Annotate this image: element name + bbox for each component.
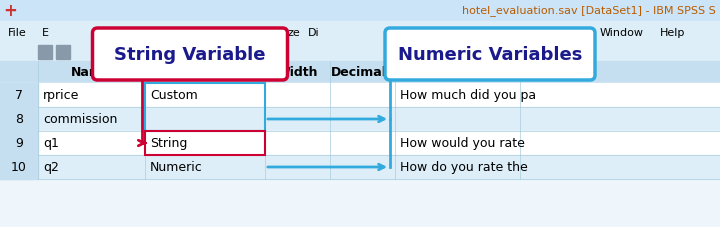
Bar [0,22,720,44]
Text: Decimals: Decimals [331,66,394,79]
Bar [0,0,720,22]
Text: hotel_evaluation.sav [DataSet1] - IBM SPSS S: hotel_evaluation.sav [DataSet1] - IBM SP… [462,5,716,16]
Text: 7: 7 [15,89,23,102]
FancyBboxPatch shape [385,29,595,81]
Text: q2: q2 [43,161,59,174]
Bar [38,46,52,60]
Text: E: E [42,28,49,38]
Bar [0,155,720,179]
Bar [0,84,38,108]
Bar [56,46,70,60]
Bar [0,131,720,155]
Text: Di: Di [308,28,320,38]
Bar [0,155,38,179]
Text: rprice: rprice [43,89,79,102]
Text: File: File [8,28,27,38]
Text: d-ons: d-ons [555,28,586,38]
Text: Window: Window [600,28,644,38]
Text: Type: Type [189,66,221,79]
Bar [0,44,720,62]
Text: 8: 8 [15,113,23,126]
Text: ze: ze [288,28,301,38]
Bar [145,131,265,155]
Text: 9: 9 [15,137,23,150]
Bar [0,131,38,155]
Bar [0,84,720,108]
Text: How would you rate: How would you rate [400,137,525,150]
Text: How do you rate the: How do you rate the [400,161,528,174]
Text: Custom: Custom [150,89,198,102]
Text: String Variable: String Variable [114,46,266,64]
Text: commission: commission [43,113,117,126]
Text: 10: 10 [11,161,27,174]
Text: Numeric Variables: Numeric Variables [398,46,582,64]
Text: Name: Name [71,66,112,79]
Text: q1: q1 [43,137,59,150]
Bar [0,108,38,131]
Bar [0,108,720,131]
Text: String: String [150,137,187,150]
Text: How much did you pa: How much did you pa [400,89,536,102]
Text: Numeric: Numeric [150,161,203,174]
Text: Help: Help [660,28,685,38]
Bar [0,62,720,84]
FancyBboxPatch shape [92,29,287,81]
Bar [145,84,265,131]
Text: Width: Width [276,66,318,79]
Text: +: + [3,2,17,20]
